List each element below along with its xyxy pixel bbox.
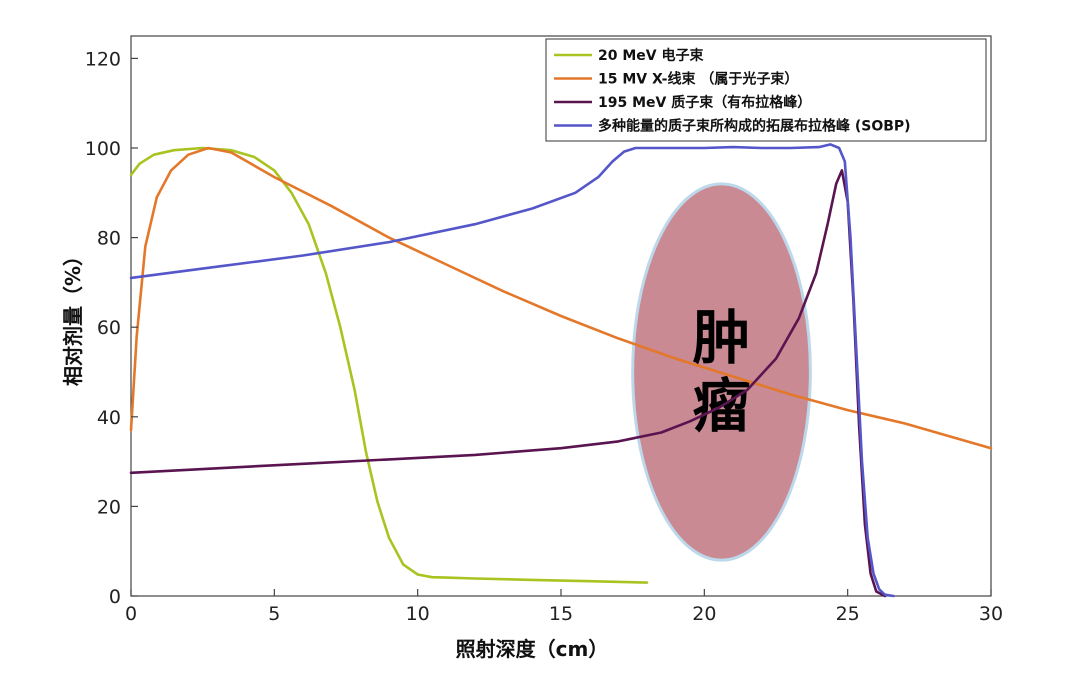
legend-label-2: 15 MV X-线束 （属于光子束） xyxy=(598,71,798,88)
y-tick-label: 100 xyxy=(85,138,121,160)
legend-label-3: 195 MeV 质子束（有布拉格峰） xyxy=(598,94,811,111)
series-line-1 xyxy=(129,146,649,584)
series-line-2 xyxy=(129,146,993,450)
y-tick-label: 80 xyxy=(97,228,121,250)
y-tick-label: 60 xyxy=(97,317,121,339)
y-tick-label: 40 xyxy=(97,407,121,429)
x-tick-label: 15 xyxy=(549,603,573,625)
y-tick-label: 120 xyxy=(85,48,121,70)
x-tick-label: 25 xyxy=(836,603,860,625)
series-line-4 xyxy=(129,143,895,598)
x-tick-label: 5 xyxy=(268,603,280,625)
tumor-label-line1: 肿 xyxy=(693,304,751,372)
legend-label-1: 20 MeV 电子束 xyxy=(598,47,704,64)
y-axis-label: 相对剂量（%） xyxy=(61,246,85,386)
legend: 20 MeV 电子束 15 MV X-线束 （属于光子束） 195 MeV 质子束（… xyxy=(545,38,987,142)
x-tick-label: 30 xyxy=(979,603,1003,625)
x-axis-label: 照射深度（cm） xyxy=(456,637,609,661)
y-tick-label: 20 xyxy=(97,496,121,518)
series-lines xyxy=(129,143,993,598)
y-tick-label: 0 xyxy=(109,586,121,608)
axes: 0 5 10 15 20 25 30 0 20 40 60 80 100 120 xyxy=(85,48,1003,625)
legend-box xyxy=(545,38,987,142)
legend-label-4: 多种能量的质子束所构成的拓展布拉格峰 (SOBP) xyxy=(598,118,911,135)
x-tick-label: 0 xyxy=(125,603,137,625)
x-tick-label: 10 xyxy=(406,603,430,625)
x-tick-label: 20 xyxy=(692,603,716,625)
